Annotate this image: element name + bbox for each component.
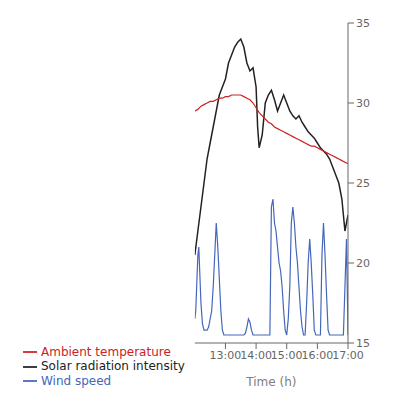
svg-text:15: 15 — [356, 337, 370, 350]
svg-text:14:00: 14:00 — [240, 349, 272, 362]
svg-text:20: 20 — [356, 257, 370, 270]
html-text:Wind speed: Wind speed — [41, 373, 112, 388]
svg-text:30: 30 — [356, 97, 370, 110]
svg-text:17:00: 17:00 — [332, 349, 364, 362]
svg-text:25: 25 — [356, 177, 370, 190]
html-text:Ambient temperature: Ambient temperature — [41, 344, 171, 359]
svg-text:15:00: 15:00 — [271, 349, 303, 362]
svg-text:16:00: 16:00 — [302, 349, 334, 362]
svg-text:Time (h): Time (h) — [245, 375, 296, 389]
html-text:Solar radiation intensity: Solar radiation intensity — [41, 359, 185, 373]
svg-text:35: 35 — [356, 17, 370, 30]
svg-text:13:00: 13:00 — [210, 349, 242, 362]
